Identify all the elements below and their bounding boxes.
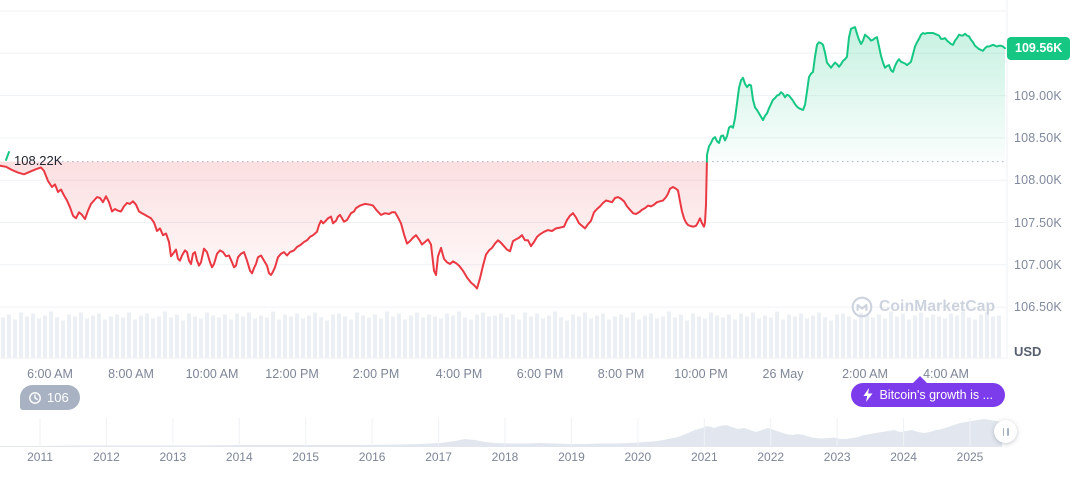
time-axis-label: 26 May [762, 367, 804, 381]
year-label[interactable]: 2012 [93, 450, 120, 464]
time-axis-label: 4:00 PM [435, 367, 483, 381]
year-label[interactable]: 2023 [823, 450, 851, 464]
growth-tooltip-text: Bitcoin's growth is ... [879, 388, 993, 402]
year-label[interactable]: 2025 [956, 450, 984, 464]
time-axis-label: 6:00 PM [516, 367, 564, 381]
time-axis-label: 10:00 AM [185, 367, 239, 381]
price-axis-label: 106.50K [1014, 300, 1062, 315]
history-count: 106 [47, 390, 69, 405]
year-label[interactable]: 2015 [292, 450, 320, 464]
year-label[interactable]: 2021 [690, 450, 718, 464]
year-label[interactable]: 2020 [624, 450, 652, 464]
time-axis: 6:00 AM 8:00 AM 10:00 AM 12:00 PM 2:00 PM 4:0… [0, 367, 1007, 383]
price-axis-label: 107.50K [1014, 215, 1062, 230]
coinmarketcap-watermark: CoinMarketCap [851, 296, 995, 318]
minimap-year-axis: 2011 2012 2013 2014 2015 2016 2017 2018 2019 2020… [0, 450, 1072, 466]
tooltip-pointer [913, 376, 928, 383]
year-label[interactable]: 2016 [358, 450, 386, 464]
year-label[interactable]: 2019 [558, 450, 585, 464]
coinmarketcap-logo-icon [851, 296, 873, 318]
watermark-text: CoinMarketCap [879, 298, 996, 315]
year-label[interactable]: 2013 [159, 450, 187, 464]
time-axis-label: 2:00 AM [842, 367, 888, 381]
currency-unit-label: USD [1014, 344, 1042, 359]
price-axis-label: 108.50K [1014, 130, 1062, 145]
year-label[interactable]: 2018 [491, 450, 519, 464]
year-label[interactable]: 2024 [890, 450, 917, 464]
time-axis-label: 8:00 PM [597, 367, 645, 381]
grip-bar [1002, 427, 1004, 436]
baseline-price-label: 108.22K [14, 153, 63, 168]
time-axis-label: 12:00 PM [265, 367, 319, 381]
last-price-badge: 109.56K [1007, 36, 1071, 60]
price-axis-label: 107.00K [1014, 257, 1062, 272]
time-axis-label: 8:00 AM [108, 367, 154, 381]
time-axis-label: 6:00 AM [27, 367, 73, 381]
year-label[interactable]: 2017 [425, 450, 452, 464]
time-axis-label: 10:00 PM [674, 367, 728, 381]
price-axis-label: 108.00K [1014, 173, 1062, 188]
year-label[interactable]: 2011 [27, 450, 53, 464]
range-selector-handle[interactable] [994, 420, 1017, 443]
year-label[interactable]: 2022 [757, 450, 785, 464]
lightning-icon [863, 388, 873, 402]
time-axis-label: 2:00 PM [352, 367, 400, 381]
price-axis-label: 109.00K [1014, 88, 1062, 103]
history-clock-icon [29, 391, 41, 404]
year-label[interactable]: 2014 [225, 450, 253, 464]
history-count-badge[interactable]: 106 [20, 385, 80, 410]
time-axis-label: 4:00 AM [923, 367, 969, 381]
grip-bar [1007, 427, 1009, 436]
growth-tooltip-badge[interactable]: Bitcoin's growth is ... [851, 376, 1005, 407]
